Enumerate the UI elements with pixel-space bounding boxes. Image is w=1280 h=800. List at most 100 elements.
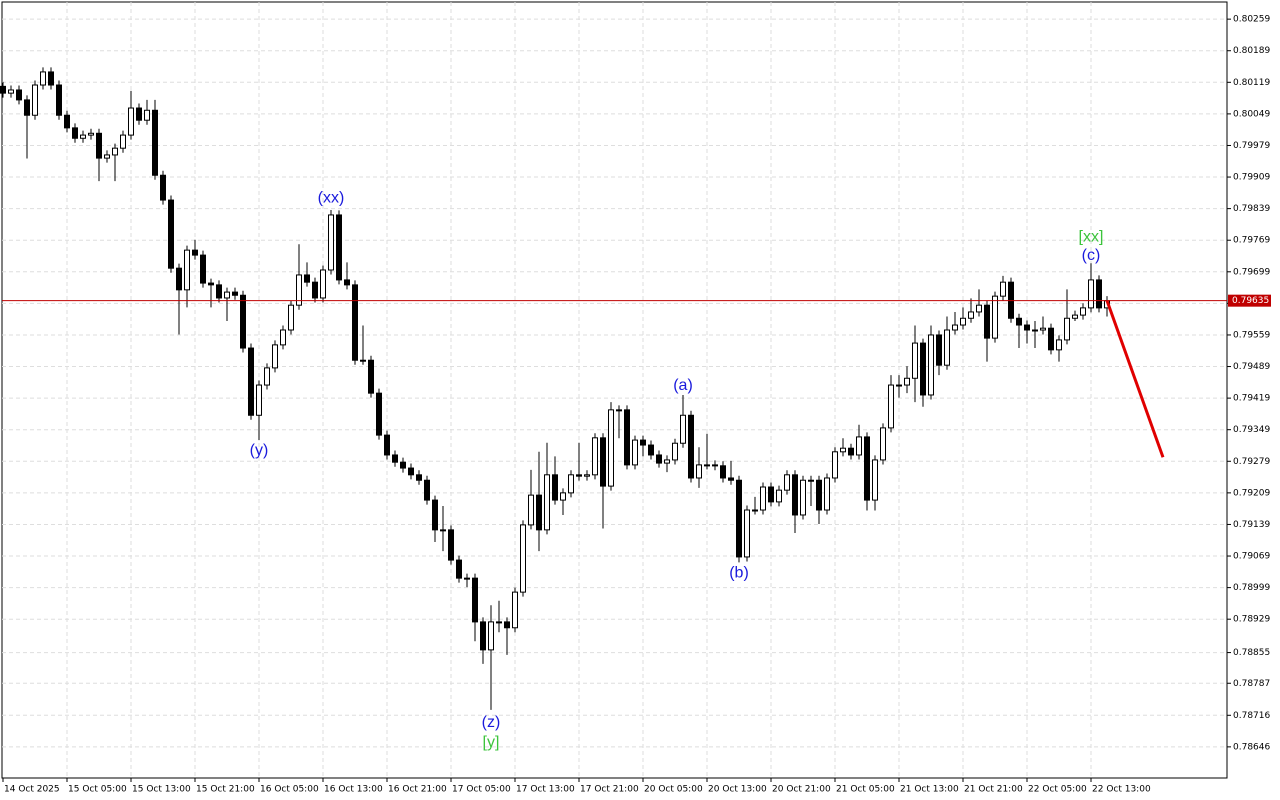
candle-body bbox=[1056, 339, 1062, 351]
candle-body bbox=[48, 71, 54, 86]
candle-body bbox=[544, 474, 550, 531]
candle-body bbox=[488, 621, 494, 651]
wave-label: (z) bbox=[482, 714, 501, 731]
x-tick-label: 15 Oct 13:00 bbox=[132, 785, 191, 795]
candle-body bbox=[976, 304, 982, 313]
candle-body bbox=[896, 384, 902, 387]
candle-body bbox=[448, 529, 454, 561]
candle-body bbox=[808, 479, 814, 482]
candle-body bbox=[920, 342, 926, 396]
candle-body bbox=[712, 464, 718, 467]
price-label-box bbox=[1228, 294, 1271, 307]
x-tick-label: 16 Oct 13:00 bbox=[324, 785, 383, 795]
candle-body bbox=[120, 134, 126, 149]
candle-body bbox=[880, 427, 886, 461]
candle-body bbox=[800, 479, 806, 516]
candle-body bbox=[848, 447, 854, 456]
candle-body bbox=[440, 529, 446, 532]
y-tick-label: 0.78716 bbox=[1233, 711, 1270, 721]
wave-label: (xx) bbox=[318, 189, 345, 206]
candle-body bbox=[144, 109, 150, 121]
candle-body bbox=[32, 84, 38, 116]
x-tick-label: 14 Oct 2025 bbox=[4, 785, 60, 795]
candle-body bbox=[1080, 307, 1086, 316]
candle-body bbox=[968, 311, 974, 319]
candle-body bbox=[96, 132, 102, 159]
y-tick-label: 0.79769 bbox=[1233, 236, 1270, 246]
candle-body bbox=[136, 107, 142, 121]
candle-body bbox=[104, 154, 110, 159]
candle-body bbox=[112, 147, 118, 156]
candle-body bbox=[248, 347, 254, 416]
candle-body bbox=[672, 442, 678, 461]
x-tick-label: 20 Oct 13:00 bbox=[708, 785, 767, 795]
y-tick-label: 0.80259 bbox=[1233, 15, 1270, 25]
candle-body bbox=[240, 294, 246, 349]
candle-body bbox=[688, 414, 694, 479]
candle-body bbox=[752, 509, 758, 512]
candle-body bbox=[320, 269, 326, 299]
candle-body bbox=[728, 477, 734, 481]
y-tick-label: 0.79139 bbox=[1233, 520, 1270, 530]
candle-body bbox=[432, 499, 438, 531]
candle-body bbox=[80, 134, 86, 139]
candle-body bbox=[760, 486, 766, 511]
candle-body bbox=[664, 459, 670, 464]
x-tick-label: 21 Oct 21:00 bbox=[964, 785, 1023, 795]
candle-body bbox=[328, 214, 334, 271]
candle-body bbox=[512, 591, 518, 629]
x-tick-label: 20 Oct 05:00 bbox=[644, 785, 703, 795]
candle-body bbox=[1096, 279, 1102, 309]
candle-body bbox=[288, 304, 294, 331]
x-tick-label: 17 Oct 21:00 bbox=[580, 785, 639, 795]
candle-body bbox=[520, 524, 526, 593]
candle-body bbox=[888, 384, 894, 429]
candle-body bbox=[648, 444, 654, 456]
candle-body bbox=[336, 214, 342, 281]
candle-body bbox=[456, 559, 462, 579]
wave-label: [xx] bbox=[1079, 228, 1104, 245]
y-tick-label: 0.80119 bbox=[1233, 78, 1270, 88]
candle-body bbox=[616, 409, 622, 412]
x-tick-label: 21 Oct 13:00 bbox=[900, 785, 959, 795]
candle-body bbox=[992, 295, 998, 339]
x-tick-label: 17 Oct 05:00 bbox=[452, 785, 511, 795]
candle-body bbox=[592, 437, 598, 476]
candle-body bbox=[624, 409, 630, 466]
y-tick-label: 0.79069 bbox=[1233, 552, 1270, 562]
candle-body bbox=[840, 447, 846, 453]
y-tick-label: 0.78646 bbox=[1233, 742, 1270, 752]
candle-body bbox=[784, 474, 790, 491]
candle-body bbox=[368, 359, 374, 394]
price-label: 0.79635 bbox=[1232, 296, 1269, 306]
candle-body bbox=[280, 329, 286, 346]
candle-body bbox=[944, 329, 950, 366]
candle-body bbox=[128, 107, 134, 136]
candle-body bbox=[40, 71, 46, 86]
candle-body bbox=[232, 291, 238, 296]
candle-body bbox=[304, 274, 310, 283]
candle-body bbox=[480, 621, 486, 651]
candle-body bbox=[472, 577, 478, 623]
y-tick-label: 0.79909 bbox=[1233, 173, 1270, 183]
y-tick-label: 0.79279 bbox=[1233, 457, 1270, 467]
candle-body bbox=[1040, 327, 1046, 331]
y-tick-label: 0.79349 bbox=[1233, 425, 1270, 435]
candle-body bbox=[864, 436, 870, 501]
candle-body bbox=[216, 284, 222, 299]
candle-body bbox=[360, 359, 366, 362]
candle-body bbox=[904, 377, 910, 386]
candle-body bbox=[384, 434, 390, 456]
candle-body bbox=[264, 367, 270, 386]
candle-body bbox=[744, 509, 750, 558]
candle-body bbox=[400, 461, 406, 469]
candle-body bbox=[856, 436, 862, 456]
x-tick-label: 22 Oct 05:00 bbox=[1028, 785, 1087, 795]
candle-body bbox=[296, 274, 302, 306]
wave-label: (c) bbox=[1082, 247, 1101, 264]
forecast-line bbox=[1105, 300, 1165, 458]
candle-body bbox=[1024, 324, 1030, 331]
wave-label: [y] bbox=[483, 734, 500, 751]
candle-body bbox=[656, 454, 662, 464]
